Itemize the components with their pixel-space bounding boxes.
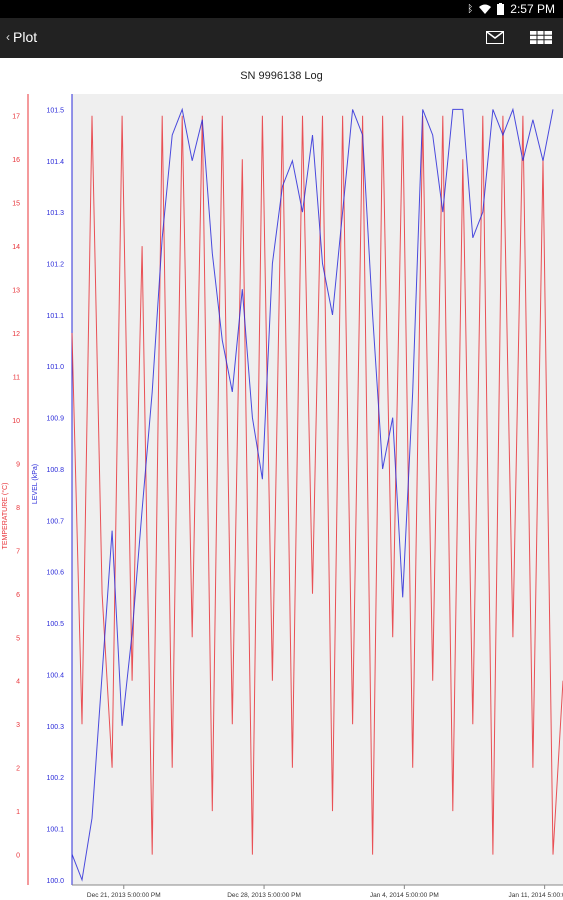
left-tick-label: 15: [12, 201, 20, 208]
left-tick-label: 8: [16, 505, 20, 512]
right-tick-label: 100.2: [46, 775, 64, 782]
mail-icon[interactable]: [486, 30, 504, 44]
action-bar: ‹ Plot: [0, 18, 563, 58]
series-layer: [71, 107, 563, 882]
grid-icon[interactable]: [530, 31, 552, 44]
left-tick-label: 6: [16, 592, 20, 599]
left-tick-label: 1: [16, 809, 20, 816]
right-tick-label: 101.3: [46, 210, 64, 217]
back-label: Plot: [13, 29, 38, 45]
status-bar: ᛒ 2:57 PM: [0, 0, 563, 18]
right-tick-label: 100.8: [46, 467, 64, 474]
right-tick-label: 100.7: [46, 518, 64, 525]
right-tick-label: 101.2: [46, 262, 64, 269]
chart-title: SN 9996138 Log: [240, 70, 323, 82]
left-tick-label: 3: [16, 722, 20, 729]
status-time: 2:57 PM: [510, 2, 555, 16]
x-tick-label: Jan 4, 2014 5:00:00 PM: [370, 892, 439, 899]
left-tick-label: 10: [12, 418, 20, 425]
right-tick-label: 100.1: [46, 827, 64, 834]
right-tick-label: 100.9: [46, 416, 64, 423]
x-tick-label: Dec 21, 2013 5:00:00 PM: [87, 892, 161, 899]
chevron-left-icon: ‹: [6, 30, 10, 44]
left-tick-label: 12: [12, 331, 20, 338]
right-tick-label: 100.3: [46, 724, 64, 731]
battery-icon: [497, 3, 505, 15]
left-tick-label: 14: [12, 244, 20, 251]
left-tick-label: 4: [16, 679, 20, 686]
right-tick-label: 100.0: [46, 878, 64, 885]
right-tick-label: 100.6: [46, 570, 64, 577]
right-tick-label: 100.5: [46, 621, 64, 628]
x-tick-label: Dec 28, 2013 5:00:00 PM: [227, 892, 301, 899]
x-tick-label: Jan 11, 2014 5:00:00 PM: [509, 892, 563, 899]
right-tick-label: 101.1: [46, 313, 64, 320]
right-axis-label: LEVEL (kPa): [32, 464, 39, 504]
left-tick-label: 16: [12, 157, 20, 164]
bluetooth-icon: ᛒ: [467, 3, 474, 15]
left-axis-label: TEMPERATURE (°C): [1, 483, 9, 550]
left-tick-label: 7: [16, 548, 20, 555]
left-tick-label: 13: [12, 288, 20, 295]
left-tick-label: 2: [16, 766, 20, 773]
left-tick-label: 0: [16, 853, 20, 860]
left-tick-label: 17: [12, 114, 20, 121]
left-tick-label: 9: [16, 461, 20, 468]
right-tick-label: 101.4: [46, 159, 64, 166]
left-tick-label: 5: [16, 635, 20, 642]
right-tick-label: 101.5: [46, 107, 64, 114]
wifi-icon: [479, 4, 492, 14]
left-tick-label: 11: [13, 375, 20, 382]
right-tick-label: 101.0: [46, 364, 64, 371]
right-axis: 100.0 100.1 100.2 100.3 100.4 100.5 100.6 100.7…: [46, 94, 73, 885]
level-series-line: [71, 107, 554, 882]
back-button[interactable]: ‹ Plot: [6, 29, 37, 45]
x-axis: Dec 21, 2013 5:00:00 PM Dec 28, 2013 5:00…: [72, 884, 563, 899]
right-tick-label: 100.4: [46, 672, 64, 679]
